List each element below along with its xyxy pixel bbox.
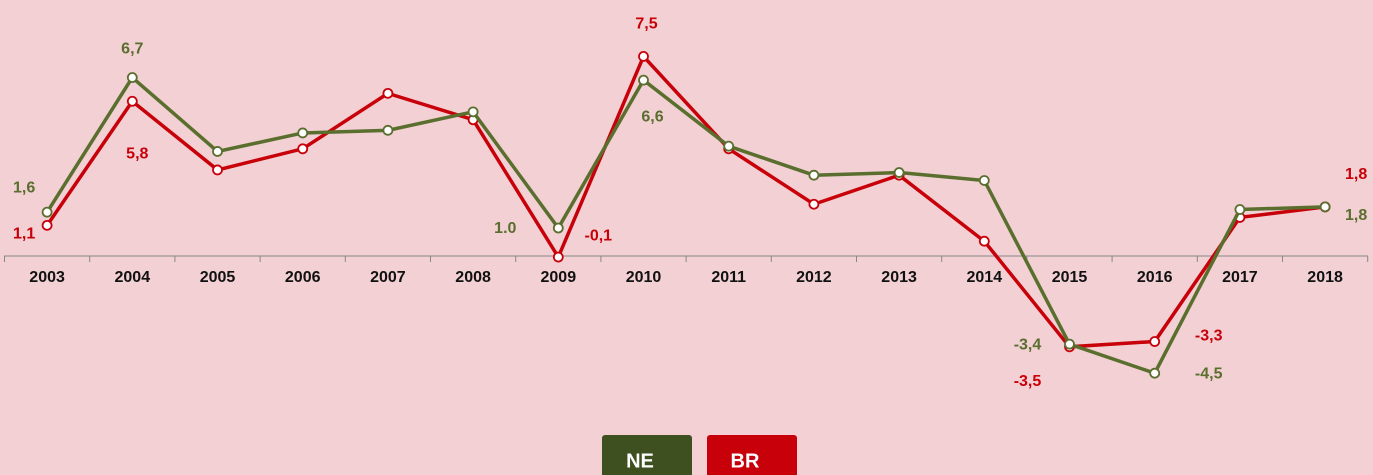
x-tick-label: 2015 xyxy=(1052,269,1088,286)
data-point xyxy=(1319,201,1331,213)
legend-label[interactable]: BR xyxy=(731,450,760,472)
legend-button[interactable] xyxy=(707,435,797,475)
data-label: 1,6 xyxy=(13,179,35,196)
data-label: 7,5 xyxy=(635,16,657,33)
data-point xyxy=(978,235,990,247)
x-tick-label: 2010 xyxy=(626,269,662,286)
x-tick-label: 2016 xyxy=(1137,269,1173,286)
data-point xyxy=(723,140,735,152)
x-tick-label: 2003 xyxy=(29,269,65,286)
data-label: -0,1 xyxy=(585,227,613,244)
data-label: -3,4 xyxy=(1014,336,1042,353)
data-point xyxy=(638,74,649,86)
data-point xyxy=(1149,336,1161,347)
data-label: -3,3 xyxy=(1195,328,1223,345)
data-label: 1,1 xyxy=(13,226,35,243)
data-point xyxy=(1149,367,1161,379)
series-line xyxy=(45,74,1326,376)
x-tick-label: 2005 xyxy=(200,269,236,286)
legend-button[interactable] xyxy=(602,435,692,475)
data-label: 1,8 xyxy=(1345,166,1367,183)
x-tick-label: 2009 xyxy=(541,269,577,286)
data-point xyxy=(41,219,53,231)
legend-label[interactable]: NE xyxy=(626,450,654,472)
series-line xyxy=(45,53,1326,349)
data-point xyxy=(467,106,479,118)
data-point xyxy=(1234,204,1246,215)
data-point xyxy=(552,222,564,234)
data-point xyxy=(638,51,649,62)
x-tick-label: 2004 xyxy=(115,269,151,286)
data-point xyxy=(126,95,138,107)
data-point xyxy=(978,175,990,186)
x-tick-label: 2008 xyxy=(455,269,491,286)
data-point xyxy=(382,87,394,99)
data-label: 5,8 xyxy=(126,145,148,162)
x-tick-label: 2017 xyxy=(1222,269,1258,286)
data-label: -3,5 xyxy=(1014,373,1042,390)
x-tick-label: 2011 xyxy=(711,269,746,286)
x-tick-label: 2013 xyxy=(881,269,917,286)
data-label: 1.0 xyxy=(494,220,516,237)
data-point xyxy=(126,72,138,83)
x-tick-label: 2014 xyxy=(967,269,1003,286)
x-tick-label: 2007 xyxy=(370,269,406,286)
data-point xyxy=(41,206,53,218)
data-label: -4,5 xyxy=(1195,365,1223,382)
data-point xyxy=(808,198,820,210)
data-point xyxy=(297,143,309,155)
data-label: 1,8 xyxy=(1345,207,1367,224)
data-label: 6,7 xyxy=(121,41,143,58)
x-tick-label: 2006 xyxy=(285,269,321,286)
data-label: 6,6 xyxy=(641,108,663,125)
data-point xyxy=(893,167,905,178)
data-point xyxy=(382,124,394,136)
data-point xyxy=(1064,338,1075,350)
data-point xyxy=(212,164,223,176)
data-point xyxy=(297,127,309,139)
data-point xyxy=(552,251,564,263)
data-point xyxy=(808,169,820,181)
x-tick-label: 2018 xyxy=(1307,269,1343,286)
x-tick-label: 2012 xyxy=(796,269,832,286)
data-point xyxy=(212,146,223,157)
